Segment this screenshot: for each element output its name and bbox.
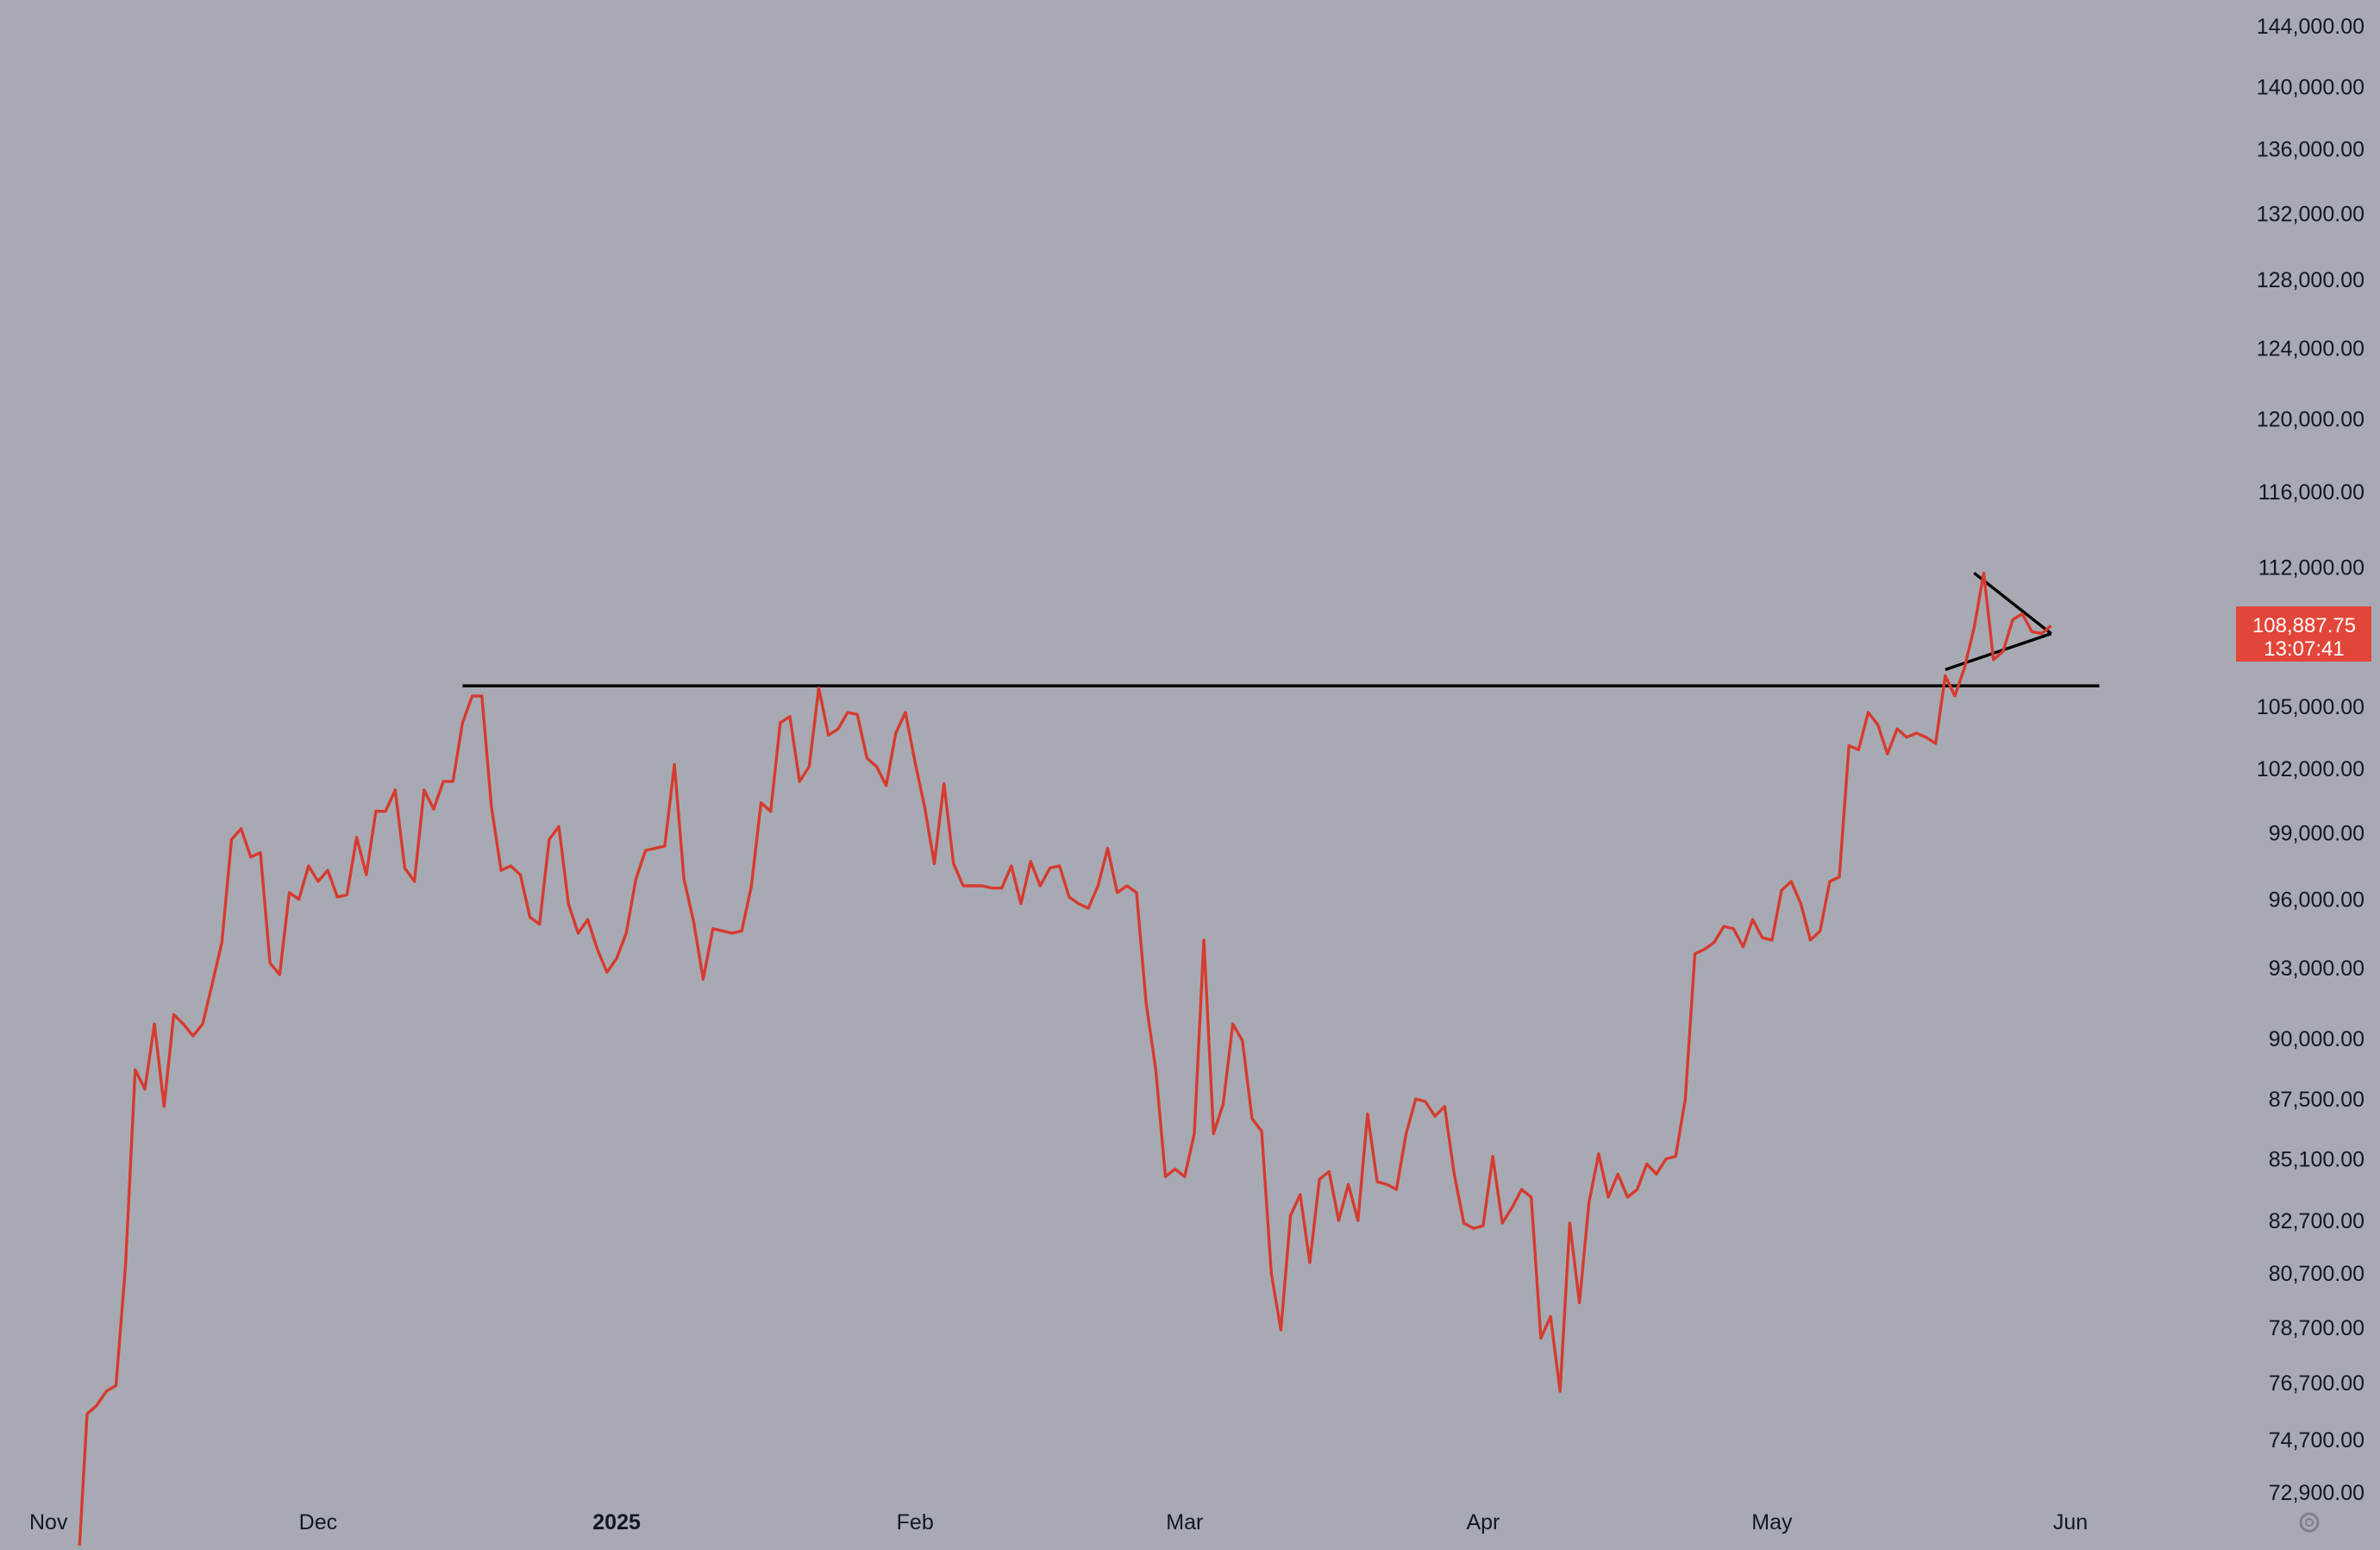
time-axis-tick-label: Feb [897, 1510, 934, 1534]
price-axis-tick-label: 140,000.00 [2257, 75, 2364, 99]
settings-gear-icon[interactable] [2299, 1512, 2320, 1533]
pennant-lower-trendline[interactable] [1945, 631, 2052, 671]
price-axis-tick-label: 112,000.00 [2258, 556, 2364, 580]
time-axis-tick-label: Mar [1166, 1510, 1203, 1534]
price-axis-tick-label: 136,000.00 [2257, 138, 2364, 162]
price-axis-tick-label: 93,000.00 [2269, 957, 2364, 981]
price-axis-tick-label: 82,700.00 [2269, 1209, 2364, 1233]
price-axis[interactable]: 144,000.00 140,000.00 136,000.00 132,000.00… [2257, 15, 2364, 1505]
time-axis-tick-label: 2025 [592, 1510, 641, 1534]
price-axis-tick-label: 102,000.00 [2257, 757, 2364, 781]
price-axis-tick-label: 116,000.00 [2258, 480, 2364, 505]
price-axis-tick-label: 105,000.00 [2257, 695, 2364, 719]
price-axis-tick-label: 144,000.00 [2257, 15, 2364, 39]
price-axis-tick-label: 120,000.00 [2257, 407, 2364, 431]
time-axis-tick-label: May [1751, 1510, 1793, 1534]
price-axis-tick-label: 78,700.00 [2269, 1316, 2364, 1340]
drawing-layer[interactable] [462, 571, 2100, 687]
last-price-value: 108,887.75 [2252, 614, 2356, 637]
series-layer [78, 571, 2052, 1550]
time-axis[interactable]: Nov Dec 2025 Feb Mar Apr May Jun [29, 1510, 2088, 1534]
price-axis-tick-label: 76,700.00 [2269, 1371, 2364, 1396]
time-axis-tick-label: Dec [299, 1510, 337, 1534]
price-axis-tick-label: 128,000.00 [2257, 268, 2364, 292]
price-axis-tick-label: 87,500.00 [2269, 1088, 2364, 1112]
price-axis-tick-label: 132,000.00 [2257, 202, 2364, 226]
price-axis-tick-label: 90,000.00 [2269, 1027, 2364, 1051]
price-axis-tick-label: 85,100.00 [2269, 1148, 2364, 1172]
price-series-line [78, 571, 2052, 1550]
time-axis-tick-label: Apr [1466, 1510, 1500, 1534]
price-axis-tick-label: 99,000.00 [2269, 822, 2364, 846]
bar-countdown-timer: 13:07:41 [2264, 637, 2344, 661]
time-axis-tick-label: Nov [29, 1510, 68, 1534]
price-axis-tick-label: 80,700.00 [2269, 1262, 2364, 1286]
price-axis-tick-label: 74,700.00 [2269, 1428, 2364, 1453]
price-axis-tick-label: 72,900.00 [2269, 1481, 2364, 1505]
pennant-upper-trendline[interactable] [1973, 571, 2052, 635]
time-axis-tick-label: Jun [2053, 1510, 2088, 1534]
price-axis-tick-label: 96,000.00 [2269, 888, 2364, 913]
last-price-badge [2236, 606, 2371, 662]
price-axis-tick-label: 124,000.00 [2257, 336, 2364, 361]
